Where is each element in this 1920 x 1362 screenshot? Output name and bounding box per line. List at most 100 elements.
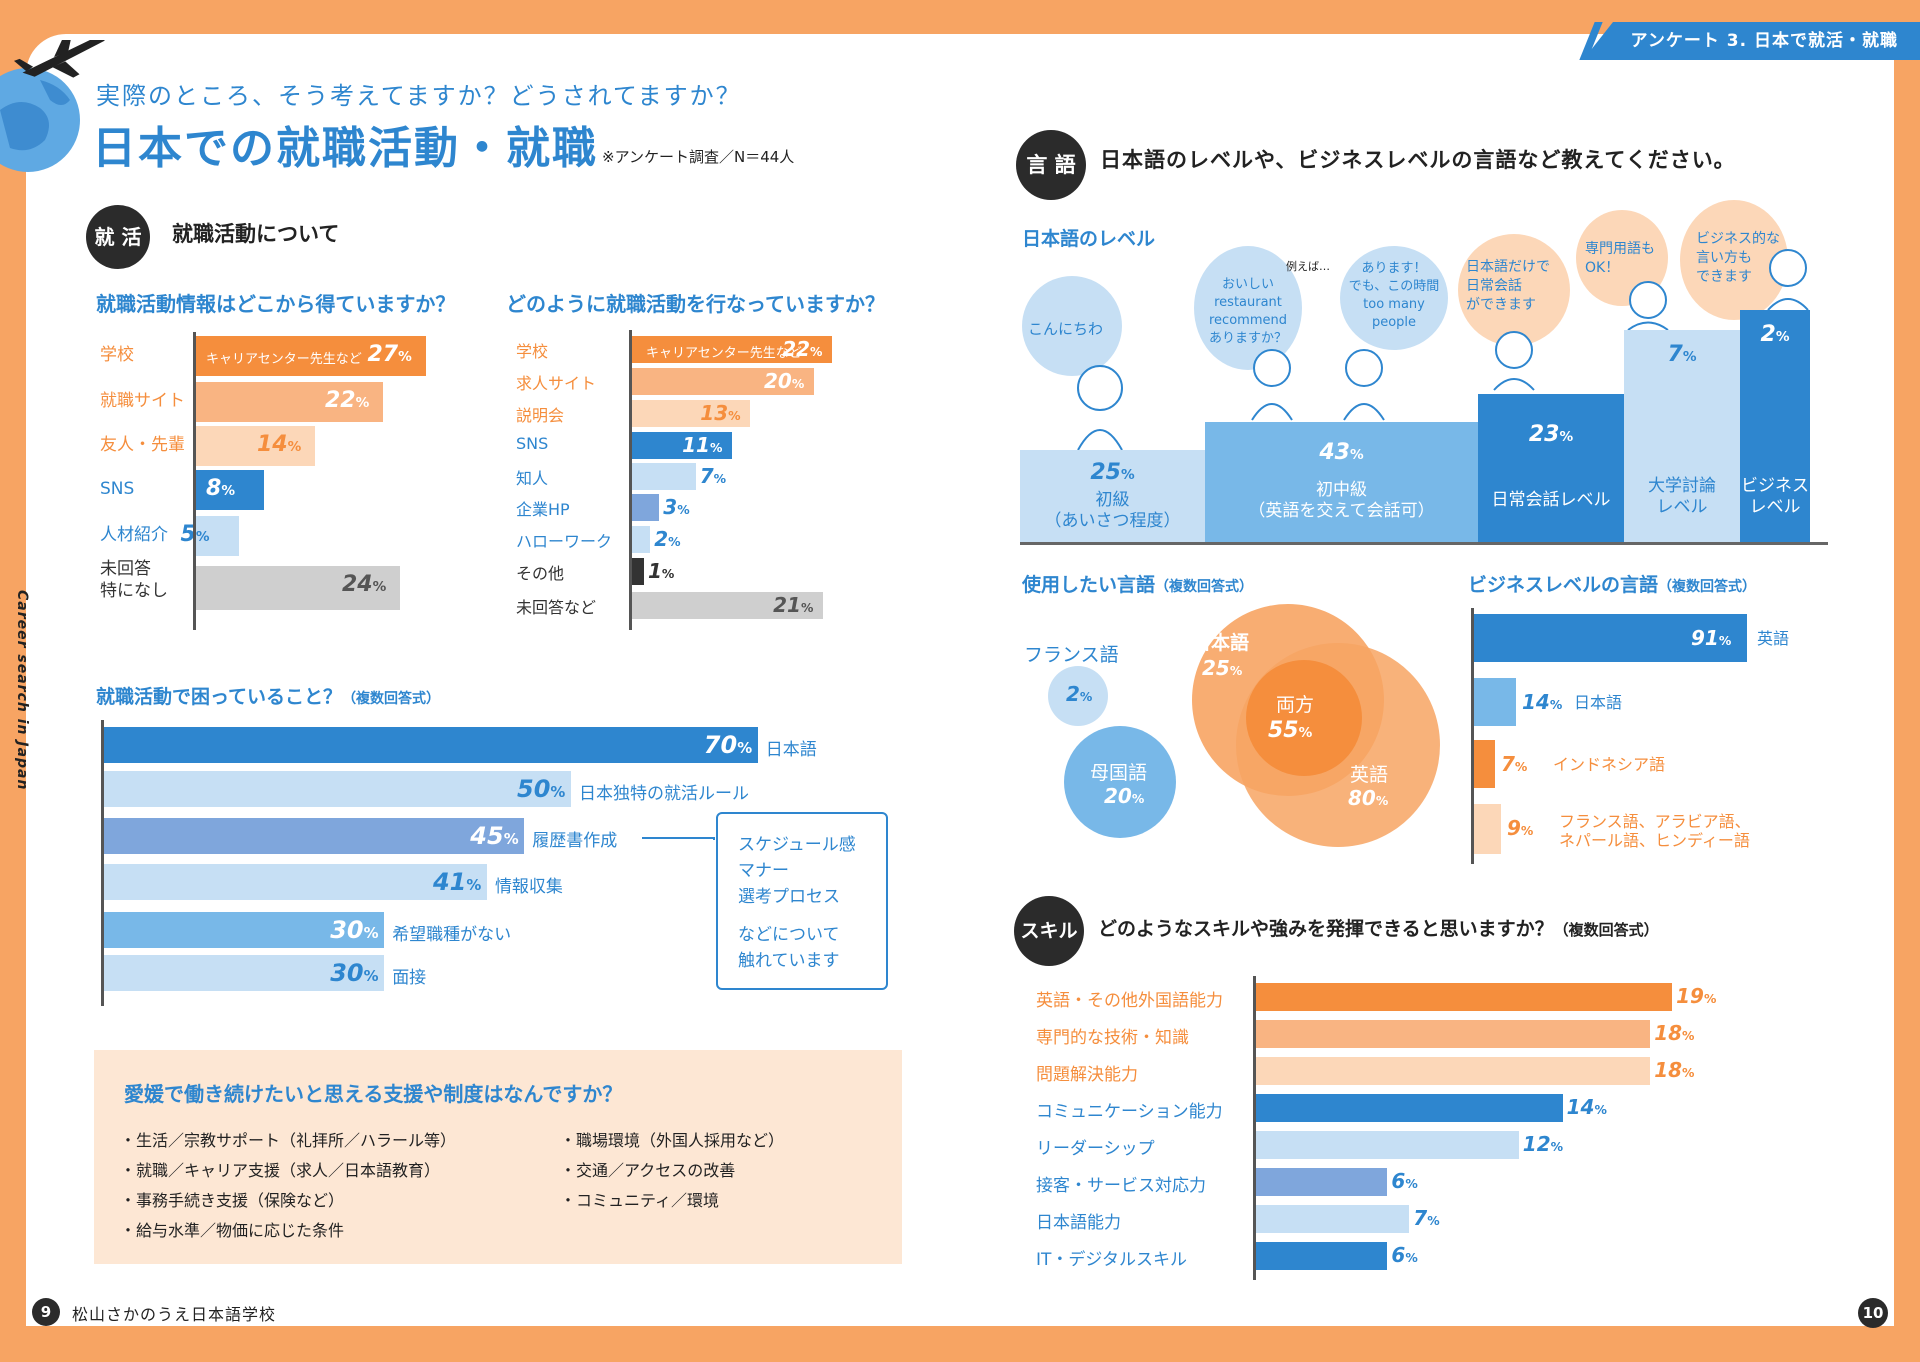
biz-lang-title-note: （複数回答式） xyxy=(1658,579,1757,595)
bar-value: 7% xyxy=(1501,752,1528,776)
bar-label: 情報収集 xyxy=(494,877,563,897)
bar xyxy=(196,382,383,422)
venn-label: フランス語 xyxy=(1024,644,1119,666)
support-item: ・給与水準／物価に応じた条件 xyxy=(120,1221,345,1240)
page-title: 日本での就職活動・就職 xyxy=(92,123,598,174)
bar-value: 41% xyxy=(432,868,482,896)
chart3-title: 就職活動で困っていること？（複数回答式） xyxy=(96,682,440,709)
bar-label: 説明会 xyxy=(516,406,565,425)
use-lang-title: 使用したい言語（複数回答式） xyxy=(1022,570,1253,597)
support-col2: ・職場環境（外国人採用など） ・交通／アクセスの改善 ・コミュニティ／環境 xyxy=(560,1126,784,1216)
bar xyxy=(1256,1094,1563,1122)
bar xyxy=(196,336,426,376)
section-tag: アンケート 3. 日本で就活・就職 xyxy=(1583,22,1920,60)
bar-value: 6% xyxy=(1391,1243,1418,1267)
bar xyxy=(632,368,814,395)
speech-bubble xyxy=(1680,200,1788,320)
bar-label: 企業HP xyxy=(516,500,570,519)
bar-value: 7% xyxy=(1413,1206,1440,1230)
bar xyxy=(104,727,758,763)
bar xyxy=(1256,1020,1651,1048)
bubble-text-3: あります！ でも、この時間 too many people xyxy=(1348,261,1440,330)
bar xyxy=(632,400,751,427)
bar-value: 30% xyxy=(330,959,379,987)
bar-value: 45% xyxy=(470,822,519,850)
bar xyxy=(196,426,315,466)
bubble-text-4: 日本語だけで 日常会話 ができます xyxy=(1466,259,1550,313)
bar-value: 24% xyxy=(342,572,387,597)
bar xyxy=(1020,450,1205,542)
bar-value: 50% xyxy=(517,775,566,803)
bar-value: 91% xyxy=(1691,626,1732,650)
support-item: ・事務手続き支援（保険など） xyxy=(120,1191,345,1210)
bar-value: 7% xyxy=(699,464,727,488)
y-axis xyxy=(1253,976,1256,1280)
bar xyxy=(1256,1205,1410,1233)
bar-label: 学校 xyxy=(516,342,549,361)
bar xyxy=(632,494,660,521)
page-subtitle: 実際のところ、そう考えてますか？どうされてますか？ xyxy=(96,82,742,110)
bubble-text-1: こんにちわ xyxy=(1028,320,1104,338)
support-item: ・職場環境（外国人採用など） xyxy=(560,1131,785,1150)
aside-line: マナー xyxy=(738,861,789,881)
bar-label: 専門的な技術・知識 xyxy=(1036,1028,1189,1048)
globe-plane-icon xyxy=(0,40,105,172)
bar-label: 日常会話レベル xyxy=(1491,490,1611,510)
bar xyxy=(1256,1242,1388,1270)
bar xyxy=(104,864,487,900)
bar-label: コミュニケーション能力 xyxy=(1036,1102,1223,1122)
bubble-text-2: おいしい restaurant recommend ありますか？ xyxy=(1208,277,1287,346)
venn-label: 両方 xyxy=(1276,694,1315,716)
school-name: 松山さかのうえ日本語学校 xyxy=(72,1305,277,1324)
bar-label: インドネシア語 xyxy=(1553,755,1666,774)
aside-box: スケジュール感 マナー 選考プロセス などについて 触れています xyxy=(716,812,888,990)
skill-question: どのようなスキルや強みを発揮できると思いますか？（複数回答式） xyxy=(1098,914,1659,941)
jp-level-title: 日本語のレベル xyxy=(1022,228,1156,250)
bar xyxy=(104,818,525,854)
bar xyxy=(1474,804,1501,854)
bar-label: 日本語 xyxy=(765,740,817,760)
bar-label: 初級 （あいさつ程度） xyxy=(1044,490,1181,531)
gengo-badge: 言 語 xyxy=(1016,130,1086,200)
bar-value: 25% xyxy=(1090,460,1135,485)
bar-value: 70% xyxy=(703,731,753,759)
venn-label: 母国語 xyxy=(1090,762,1148,784)
bar xyxy=(104,771,571,807)
bar-value: 9% xyxy=(1507,816,1534,840)
bar-value: 6% xyxy=(1391,1169,1418,1193)
chart3-title-text: 就職活動で困っていること？ xyxy=(96,686,343,708)
bubble-text-2-pre: 例えば… xyxy=(1286,260,1330,273)
page-number-right: 10 xyxy=(1858,1298,1888,1328)
bar-value: 23% xyxy=(1528,422,1574,447)
y-axis xyxy=(629,330,632,630)
venn-value: 55% xyxy=(1268,718,1313,743)
bar xyxy=(1474,614,1747,662)
bar-label: 面接 xyxy=(392,968,427,988)
bar xyxy=(1624,330,1740,542)
bar-value: 5% xyxy=(180,522,210,547)
bar-value: 11% xyxy=(682,433,723,457)
speech-illustrations xyxy=(1022,200,1809,451)
bar-label: 知人 xyxy=(516,469,549,488)
bar-label: IT・デジタルスキル xyxy=(1036,1250,1188,1270)
speech-bubble xyxy=(1340,246,1448,350)
bar-label: 未回答など xyxy=(516,598,597,617)
bar-value: 18% xyxy=(1654,1058,1695,1082)
bar-value: 1% xyxy=(648,559,675,583)
aside-line: 選考プロセス xyxy=(738,887,840,907)
shukatsu-badge: 就 活 xyxy=(86,205,150,269)
venn-value: 2% xyxy=(1066,682,1093,706)
bar-label: 接客・サービス対応力 xyxy=(1036,1176,1206,1196)
skill-badge: スキル xyxy=(1014,896,1084,966)
bar xyxy=(1256,1131,1519,1159)
aside-line: スケジュール感 xyxy=(738,835,856,855)
bar-annotation: キャリアセンター先生など xyxy=(646,346,802,361)
biz-lang-title: ビジネスレベルの言語（複数回答式） xyxy=(1468,570,1756,597)
bar xyxy=(632,558,644,585)
venn-value: 25% xyxy=(1202,656,1243,680)
support-item: ・生活／宗教サポート（礼拝所／ハラール等） xyxy=(120,1131,457,1150)
bar xyxy=(632,592,824,619)
support-box: 愛媛で働き続けたいと思える支援や制度はなんですか？ ・生活／宗教サポート（礼拝所… xyxy=(94,1050,902,1264)
use-lang-title-text: 使用したい言語 xyxy=(1022,574,1156,596)
bar-value: 12% xyxy=(1522,1132,1564,1156)
